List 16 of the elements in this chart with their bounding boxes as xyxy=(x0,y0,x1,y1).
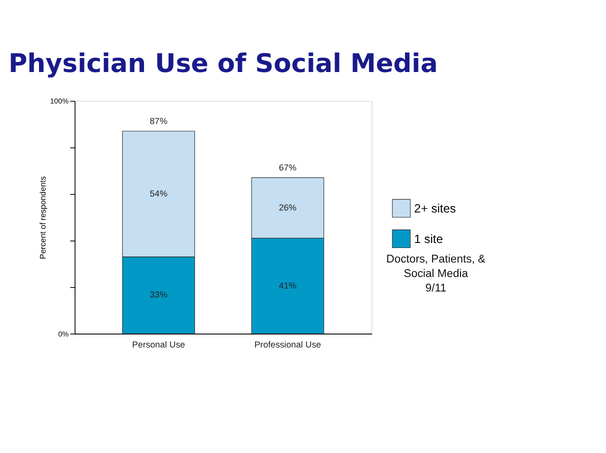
data-label: 26% xyxy=(278,202,297,212)
data-label: 54% xyxy=(150,188,168,198)
y-tick-label: 0% xyxy=(58,329,70,338)
chart-title: Physician Use of Social Media xyxy=(8,48,438,79)
x-tick-label: Professional Use xyxy=(254,340,322,350)
legend-label: 2+ sites xyxy=(414,201,456,216)
data-label: 41% xyxy=(278,280,297,290)
y-tick-label: 100% xyxy=(50,96,70,106)
total-label: 87% xyxy=(150,116,168,126)
legend-label: 1 site xyxy=(414,232,444,246)
y-axis-title: Percent of respondents xyxy=(38,176,48,260)
x-tick-label: Personal Use xyxy=(132,340,186,350)
text: Doctors, Patients, & Social Media xyxy=(386,253,486,280)
data-label: 33% xyxy=(150,290,168,300)
total-label: 67% xyxy=(278,162,297,172)
text: 9/11 xyxy=(425,282,446,294)
